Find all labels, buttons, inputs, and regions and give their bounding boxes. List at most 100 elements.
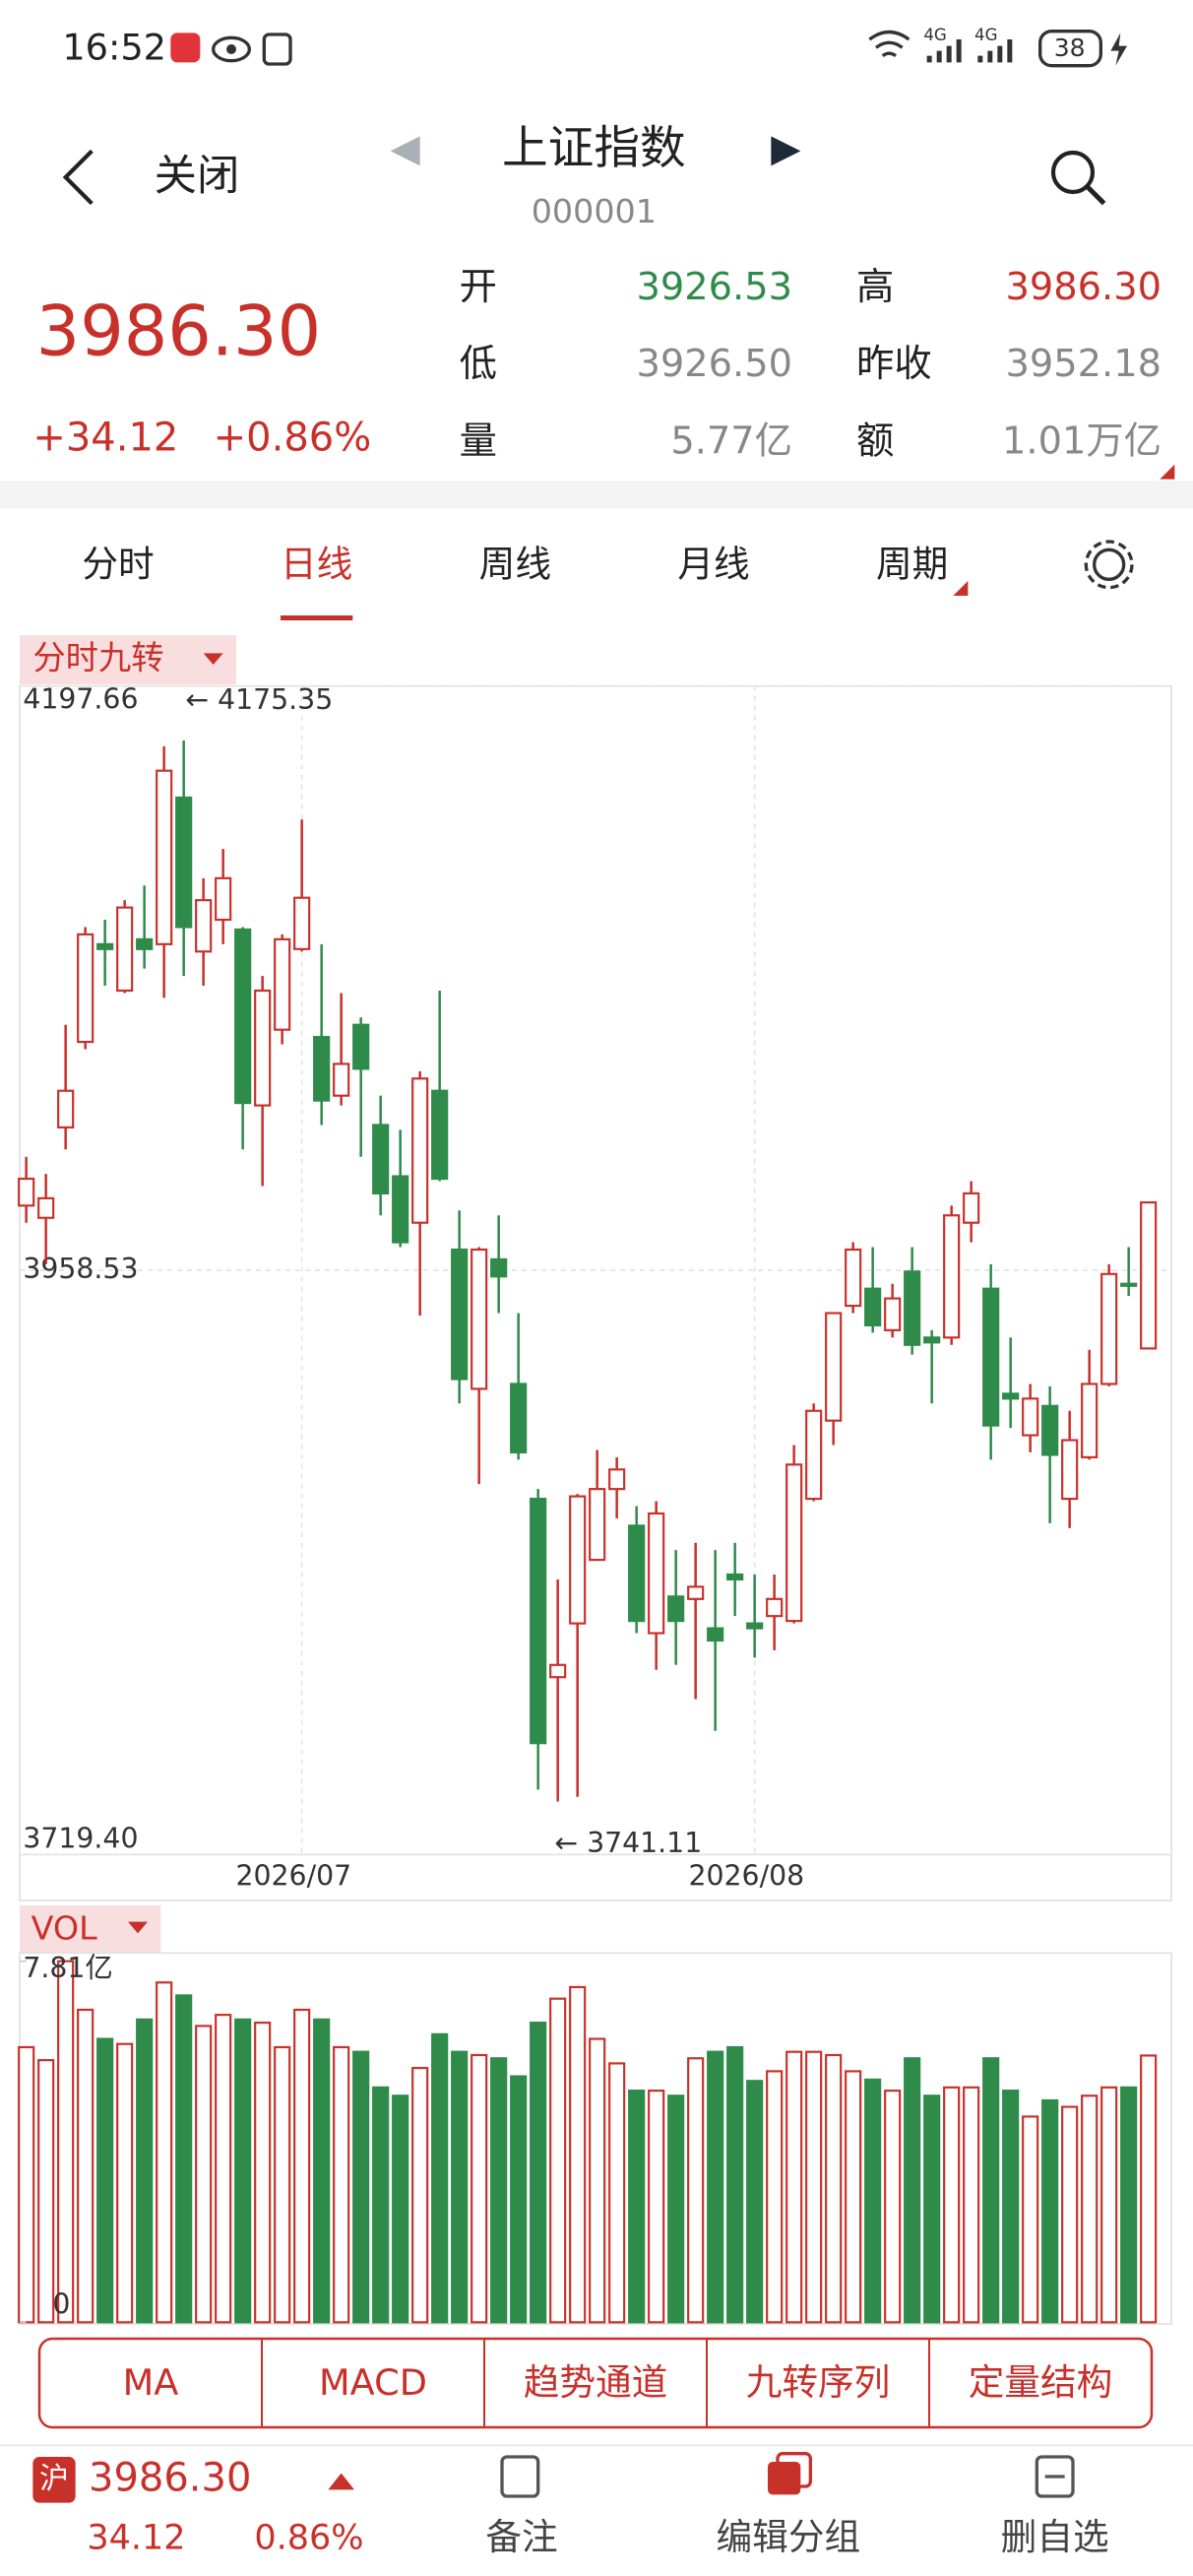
volume-bar [490, 2057, 508, 2324]
status-time: 16:52 [62, 27, 166, 69]
x-tick-label: 2026/08 [688, 1860, 804, 1893]
y-tick-label: 3719.40 [23, 1822, 138, 1854]
battery-level: 38 [1054, 33, 1086, 62]
volume-bar [549, 1997, 567, 2324]
note-icon[interactable] [500, 2455, 540, 2498]
up-arrow [328, 2473, 354, 2490]
field-label: 低 [460, 342, 497, 386]
volume-bar [707, 2050, 724, 2324]
volume-bar [215, 2014, 232, 2324]
eye-icon [211, 35, 251, 63]
tab[interactable]: 周期 [876, 544, 948, 586]
indicator-selector[interactable] [20, 635, 236, 685]
volume-bar [766, 2070, 784, 2324]
tab[interactable]: 日线 [281, 544, 352, 586]
indicator-bar [37, 2337, 1154, 2429]
tab[interactable]: 分时 [82, 544, 154, 586]
volume-bar [175, 1994, 193, 2324]
volume-bar [431, 2032, 449, 2324]
indicator-title: 分时九转 [32, 639, 163, 677]
network-label: 4G [974, 26, 998, 44]
field-value: 3952.18 [1006, 342, 1162, 386]
candle-body [490, 1257, 508, 1278]
remove-icon[interactable] [1035, 2455, 1075, 2498]
volume-bar [136, 2018, 154, 2324]
volume-bar [96, 2037, 114, 2324]
candle-body [293, 896, 311, 950]
volume-bar [293, 2008, 311, 2324]
field-value: 3926.53 [637, 265, 793, 309]
volume-bar [156, 1981, 173, 2324]
candle-body [608, 1468, 626, 1491]
volume-bar [864, 2078, 882, 2324]
candle-body [982, 1287, 1000, 1427]
candle-body [1081, 1383, 1099, 1458]
indicator-button[interactable]: 趋势通道 [524, 2361, 668, 2404]
footer-action[interactable]: 编辑分组 [717, 2516, 861, 2558]
tab[interactable]: 月线 [677, 544, 749, 586]
annotation: ← 3741.11 [554, 1827, 702, 1859]
separator [0, 481, 1193, 509]
back-icon[interactable] [62, 149, 94, 206]
candle-body [589, 1488, 606, 1562]
candle-body [726, 1573, 744, 1581]
candle-body [411, 1077, 429, 1224]
candle-body [1041, 1404, 1059, 1456]
indicator-button[interactable]: MACD [319, 2361, 427, 2404]
candle-body [530, 1497, 547, 1745]
footer-change-pct: 0.86% [254, 2518, 363, 2557]
indicator-button[interactable]: MA [123, 2361, 179, 2404]
candle-body [57, 1089, 75, 1129]
volume-bar [116, 2042, 134, 2324]
footer-change: 34.12 [87, 2518, 185, 2557]
candle-body [392, 1175, 409, 1244]
volume-bar [313, 2018, 331, 2324]
price-change: +34.12 [32, 416, 178, 461]
candle-body [274, 937, 291, 1031]
field-label: 额 [856, 419, 894, 464]
candle-body [77, 933, 94, 1044]
indicator-buttons: MA MACD 趋势通道 九转序列 定量结构 [123, 2339, 1113, 2428]
candle-body [372, 1124, 390, 1194]
footer-action[interactable]: 备注 [485, 2516, 557, 2558]
battery-icon [1037, 30, 1102, 68]
market-badge [32, 2457, 76, 2503]
group-icon[interactable] [768, 2462, 801, 2495]
volume-bar [77, 2008, 94, 2324]
volume-bar [254, 2022, 272, 2324]
volume-chart: VOL 7.81亿 0 [18, 1909, 1158, 2324]
settings-icon[interactable] [1092, 547, 1126, 582]
candle-body [333, 1063, 350, 1097]
search-icon[interactable] [1050, 150, 1096, 195]
candle-body [648, 1512, 665, 1635]
next-arrow[interactable] [771, 136, 801, 166]
volume-bar [1002, 2090, 1020, 2324]
volume-bar [1120, 2086, 1138, 2324]
candle-body [923, 1336, 941, 1344]
indicator-button[interactable]: 九转序列 [746, 2361, 891, 2404]
prev-arrow[interactable] [390, 136, 420, 166]
candle-body [116, 906, 134, 993]
tab[interactable]: 周线 [479, 544, 551, 586]
volume-bar [628, 2090, 646, 2324]
volume-bar [648, 2090, 665, 2324]
candle-body [569, 1495, 587, 1625]
volume-bar [57, 1960, 75, 2324]
footer-action[interactable]: 删自选 [1001, 2516, 1109, 2558]
candle-body [845, 1248, 862, 1308]
indicator-button[interactable]: 定量结构 [969, 2361, 1113, 2404]
x-tick-label: 2026/07 [235, 1860, 351, 1893]
candle-body [667, 1595, 685, 1623]
candle-body [1022, 1397, 1039, 1437]
market-label: 沪 [39, 2462, 69, 2496]
dropdown-arrow [128, 1921, 148, 1934]
candle-body [825, 1312, 843, 1422]
candle-body [785, 1463, 803, 1623]
quote-panel: 3986.30 +34.12 +0.86% 开 3926.53 高 3986.30 低 3… [32, 265, 1175, 480]
volume-bar [982, 2057, 1000, 2324]
candle-body [628, 1524, 646, 1623]
back-label[interactable]: 关闭 [155, 152, 240, 201]
